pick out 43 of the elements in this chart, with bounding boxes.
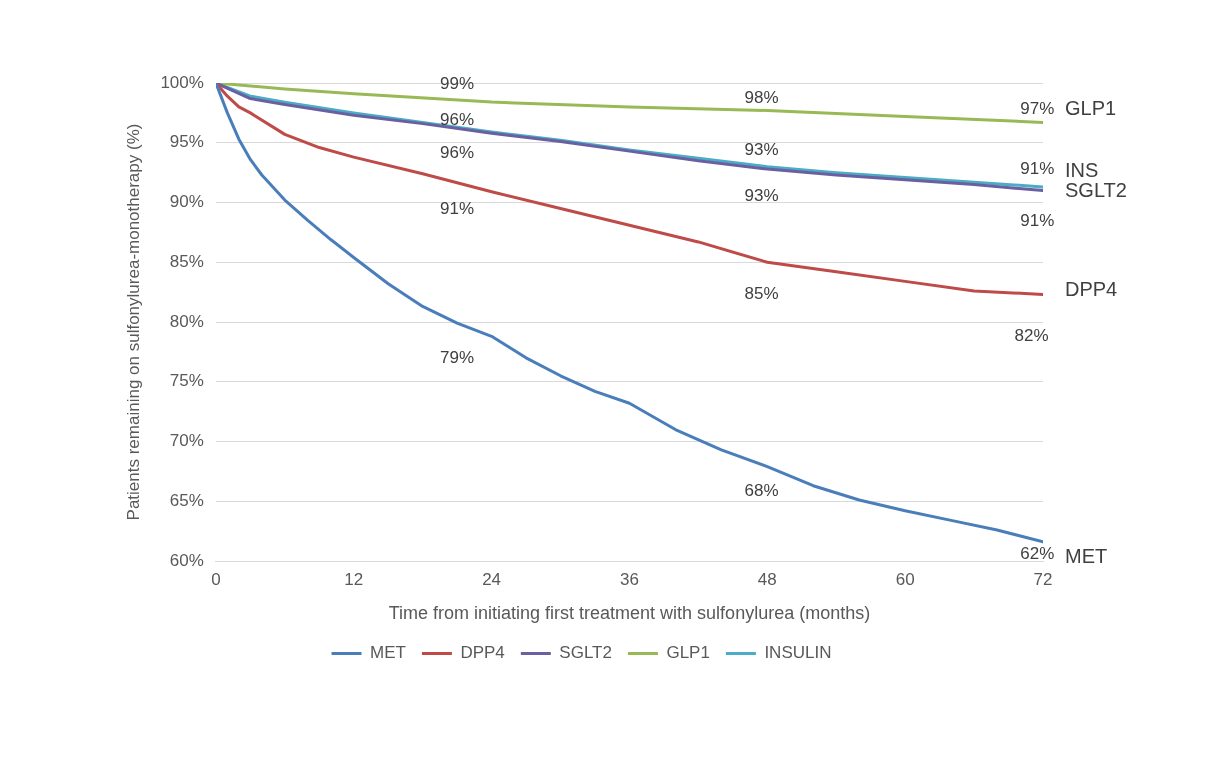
legend-label: GLP1 <box>666 643 710 663</box>
text: SGLT2 <box>1065 179 1127 202</box>
y-tick-label: 100% <box>160 72 204 92</box>
y-tick-label: 60% <box>169 550 204 570</box>
y-tick-label: 65% <box>169 490 204 510</box>
legend-label: DPP4 <box>460 643 505 663</box>
x-tick-label: 24 <box>482 569 502 589</box>
annotation: 91% <box>440 199 475 219</box>
x-tick-label: 72 <box>1033 569 1053 589</box>
y-tick-label: 95% <box>169 132 204 152</box>
annotation: 99% <box>440 73 475 93</box>
x-tick-label: 60 <box>895 569 915 589</box>
y-tick-label: 70% <box>169 431 204 451</box>
annotation: 91% <box>1020 158 1055 178</box>
y-axis-title: Patients remaining on sulfonylurea-monotherapy (%) <box>123 123 143 521</box>
x-tick-label: 36 <box>619 569 639 589</box>
annotation: 85% <box>744 284 779 304</box>
annotation: 98% <box>744 88 779 108</box>
annotation: 97% <box>1020 98 1055 118</box>
text: INS <box>1065 158 1099 181</box>
annotation: 68% <box>744 481 779 501</box>
annotation: 79% <box>440 347 475 367</box>
text: DPP4 <box>1065 278 1118 301</box>
x-tick-label: 12 <box>344 569 364 589</box>
y-tick-label: 80% <box>169 311 204 331</box>
legend-label: SGLT2 <box>559 643 612 663</box>
text: GLP1 <box>1065 96 1117 119</box>
y-tick-label: 75% <box>169 371 204 391</box>
text: MET <box>1065 544 1108 567</box>
x-tick-label: 48 <box>757 569 777 589</box>
annotation: 96% <box>440 143 475 163</box>
y-tick-label: 90% <box>169 192 204 212</box>
x-axis-title: Time from initiating first treatment with sulfonylurea (months) <box>388 603 871 624</box>
annotation: 96% <box>440 109 475 129</box>
y-tick-label: 85% <box>169 251 204 271</box>
legend-label: MET <box>370 643 406 663</box>
annotation: 62% <box>1020 543 1055 563</box>
x-tick-label: 0 <box>211 569 221 589</box>
annotation: 93% <box>744 186 779 206</box>
annotation: 91% <box>1020 211 1055 231</box>
annotation: 82% <box>1014 326 1049 346</box>
legend-label: INSULIN <box>764 643 832 663</box>
annotation: 93% <box>744 139 779 159</box>
